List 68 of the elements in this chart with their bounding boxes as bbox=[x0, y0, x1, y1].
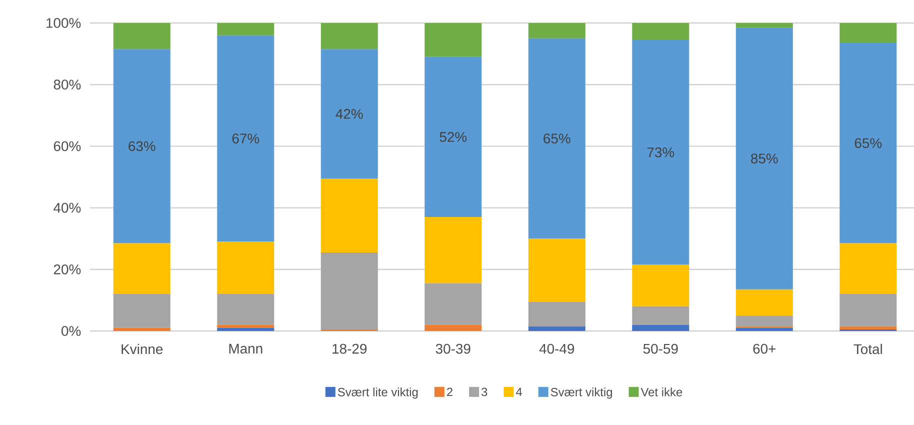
bar bbox=[840, 22, 897, 44]
legend-label: 3 bbox=[482, 388, 488, 396]
bar bbox=[320, 252, 378, 330]
y-tick-label: 20% bbox=[54, 264, 81, 274]
legend-label: Svært viktig bbox=[550, 388, 612, 399]
bar bbox=[840, 243, 897, 294]
bar bbox=[424, 22, 482, 57]
bar bbox=[632, 264, 690, 306]
bar bbox=[424, 324, 482, 331]
bar bbox=[217, 294, 274, 325]
bar bbox=[736, 28, 793, 290]
x-tick-label: 60+ bbox=[753, 344, 776, 354]
y-tick-label: 0% bbox=[62, 326, 81, 336]
bar bbox=[736, 316, 793, 326]
bar bbox=[840, 43, 897, 244]
y-tick-label: 60% bbox=[54, 141, 81, 152]
bar bbox=[528, 326, 586, 331]
bar bbox=[528, 22, 586, 38]
bar bbox=[632, 40, 690, 265]
data-label: 42% bbox=[336, 108, 363, 119]
x-tick-label: 30-39 bbox=[436, 344, 470, 354]
bar bbox=[424, 56, 482, 218]
bar bbox=[113, 22, 170, 50]
legend-label: Vet ikke bbox=[640, 388, 682, 396]
bar bbox=[217, 242, 274, 294]
data-label: 52% bbox=[440, 132, 467, 142]
bar bbox=[528, 238, 586, 302]
x-tick-label: Kvinne bbox=[122, 344, 163, 354]
bar bbox=[632, 324, 690, 331]
bar bbox=[736, 328, 793, 331]
data-label: 65% bbox=[854, 138, 882, 148]
x-tick-label: Total bbox=[854, 344, 882, 354]
bar bbox=[113, 49, 170, 244]
bar bbox=[113, 243, 170, 294]
bar bbox=[217, 328, 274, 331]
bar bbox=[113, 294, 170, 328]
bar bbox=[320, 49, 378, 179]
bar bbox=[632, 22, 690, 40]
data-label: 63% bbox=[128, 141, 156, 152]
y-tick-label: 40% bbox=[54, 202, 81, 213]
bar bbox=[632, 306, 690, 325]
bar bbox=[113, 328, 170, 331]
bar bbox=[840, 294, 897, 326]
y-tick-label: 80% bbox=[54, 80, 81, 90]
bar bbox=[217, 35, 274, 242]
bar bbox=[528, 38, 586, 239]
y-tick-label: 100% bbox=[46, 18, 81, 28]
legend-label: 4 bbox=[516, 388, 522, 396]
bar bbox=[217, 22, 274, 36]
x-tick-label: 50-59 bbox=[643, 344, 678, 354]
bar bbox=[320, 22, 378, 50]
bar bbox=[736, 289, 793, 316]
x-tick-label: Mann bbox=[229, 344, 262, 354]
data-label: 65% bbox=[544, 134, 570, 144]
bar bbox=[424, 217, 482, 284]
x-tick-label: 18-29 bbox=[332, 344, 367, 354]
bar bbox=[424, 283, 482, 325]
x-tick-label: 40-49 bbox=[539, 344, 574, 354]
data-label: 73% bbox=[647, 147, 674, 158]
bar bbox=[217, 324, 274, 328]
data-label: 67% bbox=[232, 134, 260, 144]
bar bbox=[320, 178, 378, 252]
bar bbox=[840, 326, 897, 330]
bar bbox=[528, 302, 586, 326]
bar bbox=[736, 22, 793, 28]
legend-label: 2 bbox=[447, 388, 452, 396]
legend-label: Svært lite viktig bbox=[338, 388, 418, 399]
data-label: 85% bbox=[751, 154, 778, 164]
